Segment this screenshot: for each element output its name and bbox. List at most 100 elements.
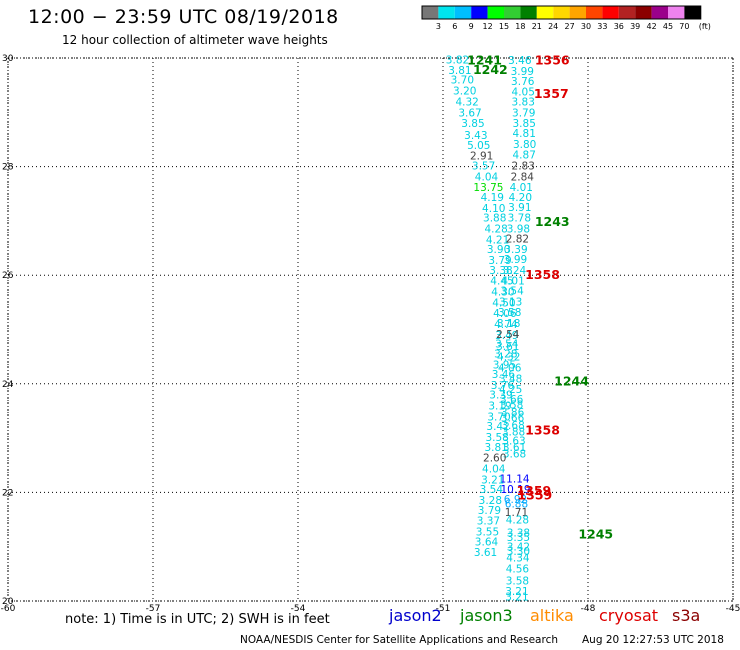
color-swatch	[471, 6, 488, 19]
data-point-label: 3.70	[451, 75, 474, 87]
data-point-label: 3.13	[499, 296, 522, 308]
data-point-label: 3.39	[504, 244, 527, 256]
data-point-label: 4.06	[498, 363, 522, 375]
color-scale-label: 36	[614, 22, 624, 31]
data-point-label: 3.28	[494, 348, 517, 360]
data-point-label: 3.76	[491, 380, 515, 392]
color-swatch	[668, 6, 685, 19]
pass-time-label: 1245	[578, 527, 613, 542]
legend-s3a: s3a	[672, 606, 701, 625]
data-point-label: 2.83	[512, 161, 535, 173]
data-point-label: 3.66	[500, 394, 524, 406]
data-point-label: 3.21	[505, 592, 528, 604]
data-point-label: 3.79	[488, 255, 511, 267]
color-swatch	[651, 6, 668, 19]
y-tick-label: 22	[2, 488, 13, 498]
data-point-label: 3.91	[508, 202, 531, 214]
data-point-label: 3.82	[446, 55, 469, 67]
data-point-label: 3.61	[496, 341, 519, 353]
x-tick-label: -48	[581, 604, 596, 614]
color-swatch	[569, 6, 586, 19]
data-point-label: 4.06	[493, 308, 517, 320]
pass-time-label: 1241	[467, 53, 502, 68]
data-point-label: 4.87	[513, 150, 536, 162]
color-scale-label: 27	[565, 22, 575, 31]
legend-altika: altika	[530, 606, 574, 625]
color-scale-label: 30	[581, 22, 591, 31]
data-point-label: 4.56	[506, 563, 530, 575]
data-point-label: 3.98	[507, 224, 530, 236]
data-point-label: 3.18	[497, 318, 520, 330]
color-scale-label: 70	[679, 22, 689, 31]
data-point-label: 3.30	[507, 546, 530, 558]
x-tick-label: -57	[146, 604, 161, 614]
data-point-label: 3.35	[507, 532, 530, 544]
data-point-label: 4.28	[506, 515, 529, 527]
data-point-label: 3.49	[495, 330, 518, 342]
data-points: 3.823.813.703.204.323.673.853.435.052.91…	[446, 55, 537, 604]
data-point-label: 4.50	[492, 297, 515, 309]
color-swatch	[422, 6, 439, 19]
data-point-label: 11.14	[500, 473, 530, 485]
data-point-label: 3.43	[464, 130, 487, 142]
color-scale-label: 42	[647, 22, 657, 31]
data-point-label: 3.42	[507, 542, 530, 554]
color-swatch	[553, 6, 570, 19]
color-scale-frame	[421, 5, 702, 20]
data-point-label: 4.01	[501, 276, 524, 288]
pass-time-label: 1243	[535, 214, 570, 229]
x-tick-label: -45	[726, 604, 740, 614]
color-scale-label: 15	[499, 22, 509, 31]
color-scale-label: 12	[483, 22, 493, 31]
data-point-label: 3.38	[507, 528, 530, 540]
color-scale-label: 3	[436, 22, 441, 31]
data-point-label: 3.58	[506, 575, 529, 587]
pass-time-label: 1359	[516, 483, 551, 498]
color-swatch	[536, 6, 554, 19]
data-point-label: 3.68	[503, 448, 526, 460]
data-point-label: 3.54	[500, 285, 524, 297]
y-tick-label: 24	[2, 380, 14, 390]
pass-time-label: 1357	[534, 86, 569, 101]
color-swatch	[602, 6, 619, 19]
legend-jason2: jason2	[389, 606, 442, 625]
color-scale-label: 6	[452, 22, 457, 31]
data-point-label: 3.21	[505, 586, 528, 598]
plot-frame	[7, 57, 734, 602]
data-point-label: 10.19	[500, 484, 530, 496]
chart-title: 12:00 − 23:59 UTC 08/19/2018	[28, 6, 339, 28]
data-point-label: 3.88	[502, 427, 525, 439]
data-point-label: 2.60	[483, 453, 506, 465]
axis-ticks: -60 -57 -54 -51 -48 -45 20 22 24 26 28 30	[1, 54, 740, 614]
color-swatch	[684, 6, 701, 19]
legend-jason3: jason3	[460, 606, 513, 625]
data-point-label: 4.81	[513, 128, 536, 140]
data-point-label: 1.71	[505, 507, 528, 519]
data-point-label: 13.75	[473, 182, 503, 194]
data-point-label: 3.85	[461, 118, 484, 130]
data-point-label: 5.05	[467, 140, 490, 152]
data-point-label: 3.99	[504, 254, 527, 266]
data-point-label: 4.04	[482, 464, 506, 476]
data-point-label: 4.10	[482, 203, 505, 215]
data-point-label: 3.79	[512, 107, 535, 119]
data-point-label: 3.38	[489, 265, 512, 277]
data-point-label: 6.92	[504, 494, 527, 506]
pass-time-label: 1242	[473, 62, 508, 77]
data-point-label: 2.84	[511, 171, 535, 183]
data-point-label: 3.61	[474, 547, 497, 559]
y-tick-label: 20	[2, 597, 14, 607]
color-scale-label: 21	[532, 22, 542, 31]
data-point-label: 3.67	[458, 107, 481, 119]
data-point-label: 3.46	[508, 55, 532, 67]
pass-time-label: 1359	[517, 488, 552, 503]
data-point-label: 4.30	[491, 286, 514, 298]
data-point-label: 4.04	[475, 171, 499, 183]
data-point-label: 3.64	[475, 536, 499, 548]
color-scale-label: 39	[630, 22, 640, 31]
data-point-label: 3.85	[513, 118, 536, 130]
color-swatch	[635, 6, 652, 19]
color-swatch	[520, 6, 537, 19]
x-tick-label: -54	[291, 604, 306, 614]
